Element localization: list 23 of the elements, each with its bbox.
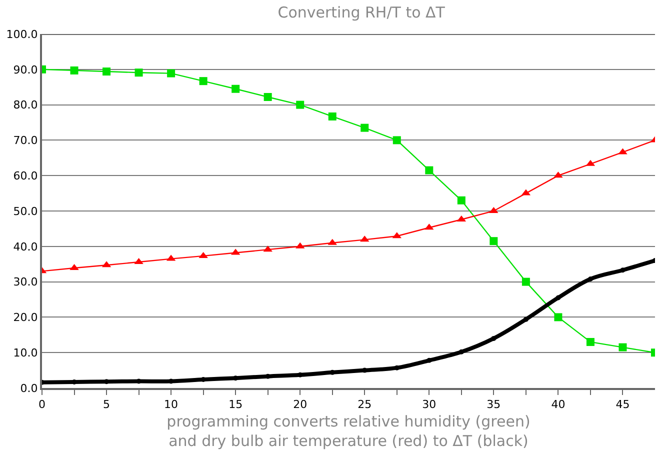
x-tick-label: 0	[38, 398, 46, 412]
x-tick-label: 25	[358, 398, 372, 412]
y-tick-label: 50.0	[13, 204, 38, 218]
chart-title: Converting RH/T to ΔT	[278, 3, 446, 22]
x-tick-label: 40	[551, 398, 566, 412]
y-tick-label: 70.0	[13, 134, 38, 148]
y-tick-label: 90.0	[13, 63, 38, 76]
y-tick-label: 30.0	[13, 276, 38, 289]
x-tick-label: 10	[164, 398, 178, 412]
x-tick-label: 15	[228, 398, 243, 412]
x-tick-label: 5	[103, 398, 110, 412]
y-tick-label: 100.0	[6, 28, 38, 41]
x-tick-label: 45	[616, 398, 630, 412]
y-tick-label: 20.0	[13, 311, 38, 324]
y-tick-label: 80.0	[13, 98, 38, 112]
y-tick-label: 40.0	[13, 240, 38, 254]
x-axis-title: programming converts relative humidity (green) and dry bulb air temperature (red) to ΔT (black)	[166, 412, 530, 450]
x-tick-label: 30	[422, 398, 436, 412]
x-tick-label: 20	[293, 398, 308, 412]
y-tick-label: 0.0	[20, 382, 38, 395]
y-tick-label: 10.0	[13, 346, 38, 360]
y-tick-label: 60.0	[13, 169, 38, 182]
x-tick-label: 35	[486, 398, 501, 412]
